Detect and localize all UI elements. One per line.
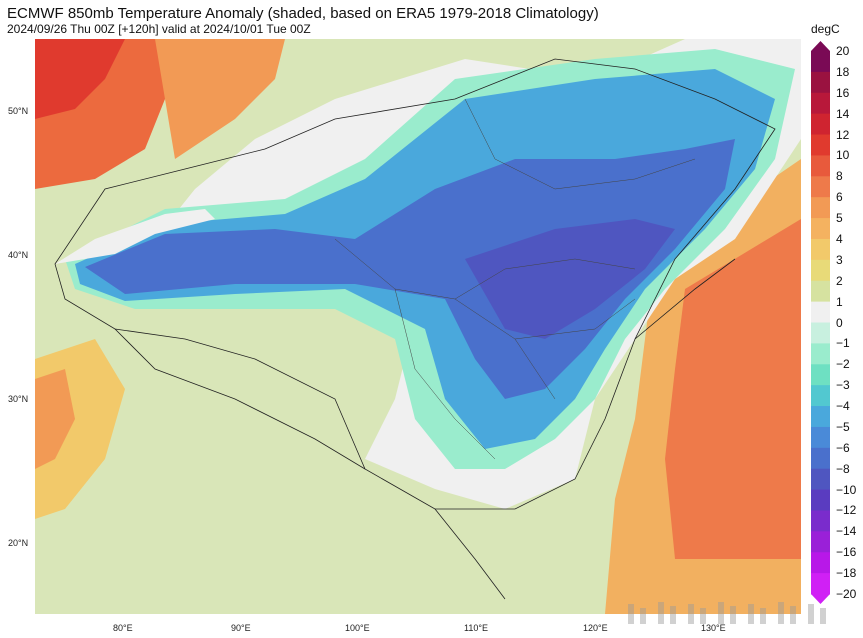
colorbar-tick-label: −3 [836, 378, 850, 393]
colorbar-tick-label: 1 [836, 294, 843, 309]
colorbar-swatch [811, 322, 830, 344]
colorbar-tick-label: −14 [836, 524, 857, 539]
colorbar-swatch [811, 510, 830, 532]
colorbar-tick-label: −6 [836, 440, 850, 455]
colorbar-swatch [811, 552, 830, 574]
colorbar-max-arrow [811, 41, 830, 51]
lon-label-100: 100°E [345, 623, 370, 633]
colorbar-swatch [811, 489, 830, 511]
colorbar-swatch [811, 134, 830, 156]
colorbar-tick-label: −2 [836, 357, 850, 372]
colorbar-swatch [811, 238, 830, 261]
province-borders [334, 98, 696, 460]
colorbar-tick-label: −4 [836, 399, 850, 414]
colorbar-swatch [811, 92, 830, 115]
country-borders [54, 58, 776, 600]
colorbar-tick-label: −18 [836, 566, 857, 581]
colorbar-swatch [811, 385, 830, 407]
colorbar-swatch [811, 113, 830, 136]
colorbar [811, 41, 830, 604]
colorbar-tick-label: 14 [836, 106, 850, 121]
colorbar-tick-label: 5 [836, 211, 843, 226]
colorbar-tick-label: −1 [836, 336, 850, 351]
colorbar-swatch [811, 155, 830, 177]
colorbar-min-arrow [811, 594, 830, 604]
colorbar-tick-label: 18 [836, 64, 850, 79]
cold-extreme-core [465, 219, 675, 339]
lon-label-110: 110°E [464, 623, 488, 633]
warm-southwest-core [35, 369, 75, 469]
lat-label-40: 40°N [8, 250, 29, 260]
cold-core-band [85, 139, 735, 399]
colorbar-swatch [811, 468, 830, 491]
colorbar-tick-label: −8 [836, 461, 850, 476]
map-title: ECMWF 850mb Temperature Anomaly (shaded,… [7, 5, 599, 22]
colorbar-swatch [811, 364, 830, 386]
colorbar-swatch [811, 447, 830, 470]
watermark-logo [628, 602, 826, 624]
warm-east-core [665, 219, 801, 559]
colorbar-tick-label: 16 [836, 85, 850, 100]
colorbar-tick-label: 20 [836, 44, 850, 58]
colorbar-tick-label: 0 [836, 315, 843, 330]
colorbar-tick-label: −10 [836, 482, 857, 497]
colorbar-swatch [811, 406, 830, 428]
colorbar-swatch [811, 197, 830, 219]
lon-label-80: 80°E [113, 623, 133, 633]
colorbar-tick-label: 4 [836, 231, 843, 246]
colorbar-tick-label: −5 [836, 419, 850, 434]
lat-label-20: 20°N [8, 538, 29, 548]
anomaly-map [35, 39, 801, 614]
colorbar-tick-label: 10 [836, 148, 850, 163]
lon-label-130: 130°E [701, 623, 726, 633]
colorbar-swatch [811, 573, 830, 595]
lon-label-90: 90°E [231, 623, 251, 633]
colorbar-tick-label: 12 [836, 127, 850, 142]
lat-label-50: 50°N [8, 106, 29, 116]
colorbar-swatch [811, 176, 830, 198]
neutral-tongue [55, 209, 215, 264]
valid-time-subtitle: 2024/09/26 Thu 00Z [+120h] valid at 2024… [7, 22, 311, 36]
colorbar-tick-label: −12 [836, 503, 857, 518]
colorbar-swatch [811, 426, 830, 449]
colorbar-tick-label: 6 [836, 190, 843, 205]
colorbar-tick-label: −16 [836, 545, 857, 560]
colorbar-tick-label: 8 [836, 169, 843, 184]
colorbar-swatch [811, 71, 830, 94]
colorbar-swatch [811, 218, 830, 240]
warm-north-band [155, 39, 285, 159]
lat-label-30: 30°N [8, 394, 29, 404]
colorbar-swatch [811, 343, 830, 365]
colorbar-swatch [811, 259, 830, 282]
colorbar-swatch [811, 531, 830, 553]
colorbar-swatch [811, 280, 830, 303]
colorbar-swatch [811, 301, 830, 323]
colorbar-swatch [811, 51, 830, 73]
colorbar-unit: degC [811, 22, 840, 36]
hot-northwest-core [35, 39, 125, 119]
lon-label-120: 120°E [583, 623, 608, 633]
colorbar-tick-label: −20 [836, 587, 857, 601]
colorbar-tick-label: 2 [836, 273, 843, 288]
colorbar-tick-label: 3 [836, 252, 843, 267]
